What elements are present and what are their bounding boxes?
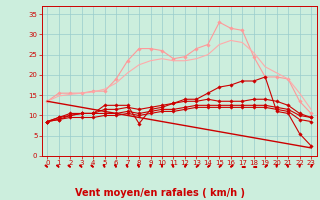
Text: Vent moyen/en rafales ( km/h ): Vent moyen/en rafales ( km/h ) (75, 188, 245, 198)
